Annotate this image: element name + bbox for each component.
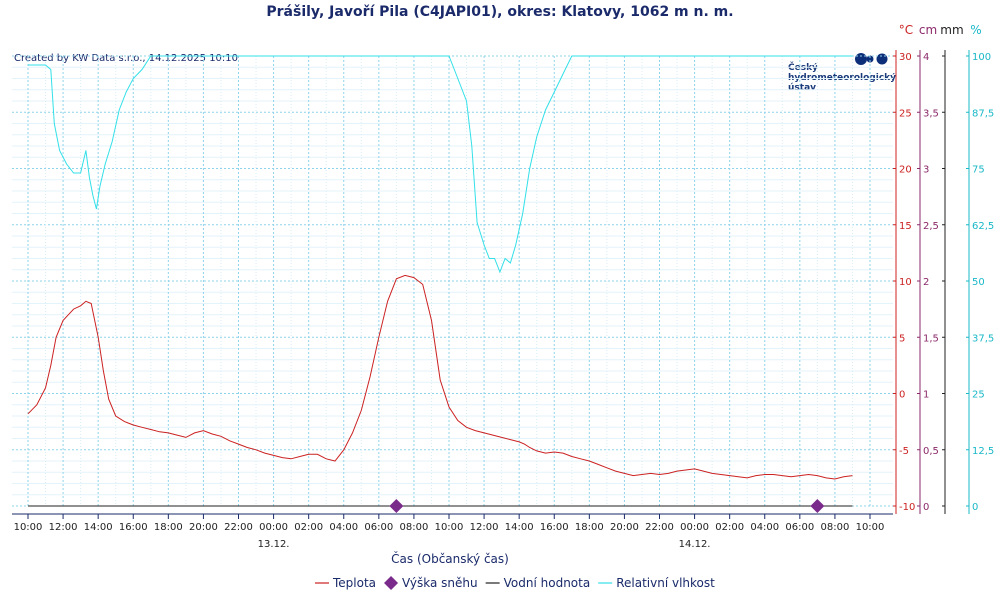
- legend-snow-icon: [384, 576, 399, 590]
- y-tick-label: -5: [899, 446, 909, 457]
- y-tick-label: 10: [899, 277, 912, 288]
- x-tick-label: 16:00: [119, 522, 148, 533]
- x-tick-label: 04:00: [329, 522, 358, 533]
- y-tick-label: 20: [899, 165, 912, 176]
- x-tick-label: 06:00: [364, 522, 393, 533]
- y-axes-ticks: -10 -5 0 5 10 15 20 25 30 0 0,5 1 1,5 2 2,5 3 3,5 4 0 12,5 2…: [893, 52, 994, 513]
- legend-label: Teplota: [332, 576, 376, 590]
- y-tick-label: 25: [899, 108, 912, 119]
- y-tick-label: 12,5: [972, 446, 994, 457]
- unit-humidity: %: [970, 23, 981, 37]
- series-layer: [27, 55, 853, 507]
- y-tick-label: 3,5: [923, 108, 939, 119]
- logo-circle-icon: [855, 53, 867, 65]
- x-tick-label: 02:00: [715, 522, 744, 533]
- x-tick-label: 06:00: [785, 522, 814, 533]
- chmu-logo: Český hydrometeorologický ústav: [788, 53, 896, 93]
- chart-grid: [12, 55, 893, 507]
- y-tick-label: 4: [923, 52, 929, 63]
- y-tick-label: 3: [923, 165, 929, 176]
- legend-label: Relativní vlhkost: [616, 576, 715, 590]
- y-tick-label: 1,5: [923, 333, 939, 344]
- x-tick-label: 22:00: [645, 522, 674, 533]
- y-tick-label: 25: [972, 390, 985, 401]
- legend-label: Vodní hodnota: [504, 576, 591, 590]
- y-tick-label: 2,5: [923, 221, 939, 232]
- y-tick-label: 15: [899, 221, 912, 232]
- series-teplota: [27, 274, 853, 480]
- y-tick-label: 0: [972, 502, 978, 513]
- x-tick-label: 12:00: [49, 522, 78, 533]
- x-tick-label: 00:00: [680, 522, 709, 533]
- x-tick-label: 14:00: [505, 522, 534, 533]
- logo-line-3: ústav: [788, 83, 816, 93]
- x-axis-ticks: 10:00 12:00 14:00 16:00 18:00 20:00 22:00 00:00…: [14, 514, 885, 550]
- x-tick-label: 10:00: [856, 522, 885, 533]
- y-tick-label: 30: [899, 52, 912, 63]
- x-tick-label: 16:00: [540, 522, 569, 533]
- snow-depth-marker: [389, 499, 404, 513]
- y-tick-label: 2: [923, 277, 929, 288]
- y-tick-label: 5: [899, 333, 905, 344]
- x-tick-label: 14:00: [84, 522, 113, 533]
- unit-water: mm: [940, 23, 963, 37]
- chart-credit: Created by KW Data s.r.o., 14.12.2025 10…: [14, 53, 238, 64]
- y-tick-label: 0,5: [923, 446, 939, 457]
- y-tick-label: 87,5: [972, 108, 994, 119]
- y-tick-label: 37,5: [972, 333, 994, 344]
- plot-frame: [12, 50, 970, 515]
- x-tick-label: 18:00: [575, 522, 604, 533]
- x-tick-label: 22:00: [224, 522, 253, 533]
- logo-dot-icon: [876, 53, 888, 65]
- y-tick-label: 50: [972, 277, 985, 288]
- x-tick-label: 20:00: [610, 522, 639, 533]
- x-tick-label: 02:00: [294, 522, 323, 533]
- x-tick-label: 08:00: [821, 522, 850, 533]
- x-tick-label: 10:00: [14, 522, 43, 533]
- date-label: 13.12.: [258, 539, 290, 550]
- x-tick-label: 04:00: [750, 522, 779, 533]
- x-tick-label: 18:00: [154, 522, 183, 533]
- unit-snow: cm: [919, 23, 937, 37]
- legend-label: Výška sněhu: [402, 576, 478, 590]
- logo-halfcircle-icon: [866, 55, 874, 63]
- y-tick-label: 0: [923, 502, 929, 513]
- x-tick-label: 20:00: [189, 522, 218, 533]
- unit-temperature: °C: [899, 23, 913, 37]
- x-tick-label: 12:00: [470, 522, 499, 533]
- legend: Teplota Výška sněhu Vodní hodnota Relativní…: [315, 576, 715, 590]
- x-tick-label: 00:00: [259, 522, 288, 533]
- chart-title: Prášily, Javoří Pila (C4JAPI01), okres: …: [266, 4, 733, 20]
- y-tick-label: 75: [972, 165, 985, 176]
- snow-depth-marker: [810, 499, 825, 513]
- y-tick-label: 1: [923, 390, 929, 401]
- date-label: 14.12.: [679, 539, 711, 550]
- x-axis-label: Čas (Občanský čas): [391, 551, 509, 566]
- y-tick-label: 62,5: [972, 221, 994, 232]
- y-tick-label: 0: [899, 390, 905, 401]
- series-relativní-vlhkost: [28, 55, 853, 274]
- x-tick-label: 10:00: [435, 522, 464, 533]
- y-tick-label: 100: [972, 52, 991, 63]
- snow-markers: [389, 499, 825, 513]
- y-tick-label: -10: [899, 502, 915, 513]
- x-tick-label: 08:00: [400, 522, 429, 533]
